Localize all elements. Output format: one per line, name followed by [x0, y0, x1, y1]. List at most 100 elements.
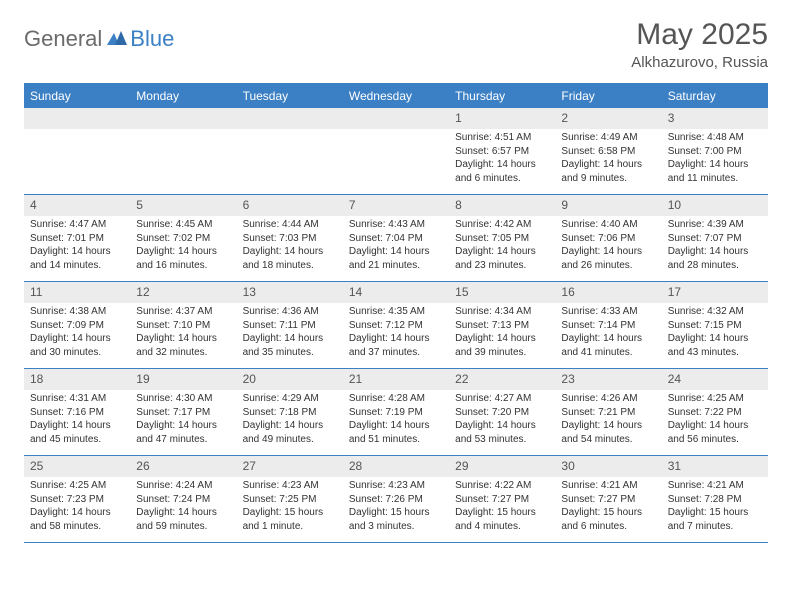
sunset-text: Sunset: 7:28 PM: [668, 493, 762, 507]
week-row: 1Sunrise: 4:51 AMSunset: 6:57 PMDaylight…: [24, 108, 768, 195]
day-number: 13: [237, 282, 343, 303]
day-cell: 20Sunrise: 4:29 AMSunset: 7:18 PMDayligh…: [237, 369, 343, 455]
sunrise-text: Sunrise: 4:21 AM: [668, 479, 762, 493]
daylight-text: Daylight: 14 hours: [561, 158, 655, 172]
day-body: Sunrise: 4:26 AMSunset: 7:21 PMDaylight:…: [555, 392, 661, 450]
title-block: May 2025 Alkhazurovo, Russia: [631, 18, 768, 71]
daylight-text: and 7 minutes.: [668, 520, 762, 534]
daylight-text: and 37 minutes.: [349, 346, 443, 360]
day-body: Sunrise: 4:39 AMSunset: 7:07 PMDaylight:…: [662, 218, 768, 276]
day-number: 9: [555, 195, 661, 216]
sunrise-text: Sunrise: 4:25 AM: [668, 392, 762, 406]
sunrise-text: Sunrise: 4:35 AM: [349, 305, 443, 319]
daylight-text: Daylight: 14 hours: [243, 332, 337, 346]
sunset-text: Sunset: 7:12 PM: [349, 319, 443, 333]
sunset-text: Sunset: 7:27 PM: [455, 493, 549, 507]
daylight-text: and 54 minutes.: [561, 433, 655, 447]
daylight-text: and 49 minutes.: [243, 433, 337, 447]
daylight-text: Daylight: 14 hours: [668, 245, 762, 259]
day-cell: 6Sunrise: 4:44 AMSunset: 7:03 PMDaylight…: [237, 195, 343, 281]
sunrise-text: Sunrise: 4:32 AM: [668, 305, 762, 319]
sunset-text: Sunset: 7:09 PM: [30, 319, 124, 333]
logo-text-general: General: [24, 26, 102, 52]
day-body: Sunrise: 4:38 AMSunset: 7:09 PMDaylight:…: [24, 305, 130, 363]
sunset-text: Sunset: 7:11 PM: [243, 319, 337, 333]
day-number: 5: [130, 195, 236, 216]
sunrise-text: Sunrise: 4:28 AM: [349, 392, 443, 406]
sunset-text: Sunset: 7:02 PM: [136, 232, 230, 246]
daylight-text: and 51 minutes.: [349, 433, 443, 447]
sunset-text: Sunset: 6:58 PM: [561, 145, 655, 159]
day-number: 28: [343, 456, 449, 477]
day-cell: 12Sunrise: 4:37 AMSunset: 7:10 PMDayligh…: [130, 282, 236, 368]
daylight-text: and 39 minutes.: [455, 346, 549, 360]
day-body: Sunrise: 4:36 AMSunset: 7:11 PMDaylight:…: [237, 305, 343, 363]
day-cell: [24, 108, 130, 194]
weekday-tuesday: Tuesday: [237, 85, 343, 108]
daylight-text: and 41 minutes.: [561, 346, 655, 360]
sunset-text: Sunset: 7:10 PM: [136, 319, 230, 333]
sunrise-text: Sunrise: 4:37 AM: [136, 305, 230, 319]
calendar: Sunday Monday Tuesday Wednesday Thursday…: [24, 83, 768, 543]
sunrise-text: Sunrise: 4:40 AM: [561, 218, 655, 232]
sunset-text: Sunset: 7:25 PM: [243, 493, 337, 507]
sunrise-text: Sunrise: 4:39 AM: [668, 218, 762, 232]
day-cell: 8Sunrise: 4:42 AMSunset: 7:05 PMDaylight…: [449, 195, 555, 281]
day-number: 31: [662, 456, 768, 477]
sunset-text: Sunset: 7:13 PM: [455, 319, 549, 333]
day-body: Sunrise: 4:43 AMSunset: 7:04 PMDaylight:…: [343, 218, 449, 276]
day-body: Sunrise: 4:44 AMSunset: 7:03 PMDaylight:…: [237, 218, 343, 276]
day-body: Sunrise: 4:35 AMSunset: 7:12 PMDaylight:…: [343, 305, 449, 363]
weekday-monday: Monday: [130, 85, 236, 108]
day-cell: 13Sunrise: 4:36 AMSunset: 7:11 PMDayligh…: [237, 282, 343, 368]
week-row: 4Sunrise: 4:47 AMSunset: 7:01 PMDaylight…: [24, 195, 768, 282]
daylight-text: Daylight: 14 hours: [455, 158, 549, 172]
day-number: 24: [662, 369, 768, 390]
sunrise-text: Sunrise: 4:21 AM: [561, 479, 655, 493]
sunset-text: Sunset: 7:14 PM: [561, 319, 655, 333]
daylight-text: Daylight: 14 hours: [561, 419, 655, 433]
daylight-text: and 56 minutes.: [668, 433, 762, 447]
day-cell: 26Sunrise: 4:24 AMSunset: 7:24 PMDayligh…: [130, 456, 236, 542]
day-cell: 21Sunrise: 4:28 AMSunset: 7:19 PMDayligh…: [343, 369, 449, 455]
daylight-text: Daylight: 14 hours: [668, 419, 762, 433]
sunset-text: Sunset: 7:16 PM: [30, 406, 124, 420]
daylight-text: Daylight: 14 hours: [30, 332, 124, 346]
sunset-text: Sunset: 7:23 PM: [30, 493, 124, 507]
sunset-text: Sunset: 7:15 PM: [668, 319, 762, 333]
day-cell: 17Sunrise: 4:32 AMSunset: 7:15 PMDayligh…: [662, 282, 768, 368]
day-body: Sunrise: 4:21 AMSunset: 7:28 PMDaylight:…: [662, 479, 768, 537]
sunset-text: Sunset: 7:19 PM: [349, 406, 443, 420]
day-number: 27: [237, 456, 343, 477]
daylight-text: and 58 minutes.: [30, 520, 124, 534]
location-label: Alkhazurovo, Russia: [631, 54, 768, 71]
daylight-text: Daylight: 15 hours: [243, 506, 337, 520]
daylight-text: Daylight: 14 hours: [349, 419, 443, 433]
day-number: 23: [555, 369, 661, 390]
daylight-text: and 14 minutes.: [30, 259, 124, 273]
day-cell: 3Sunrise: 4:48 AMSunset: 7:00 PMDaylight…: [662, 108, 768, 194]
daylight-text: and 9 minutes.: [561, 172, 655, 186]
sunrise-text: Sunrise: 4:43 AM: [349, 218, 443, 232]
daylight-text: and 18 minutes.: [243, 259, 337, 273]
day-cell: 5Sunrise: 4:45 AMSunset: 7:02 PMDaylight…: [130, 195, 236, 281]
sunset-text: Sunset: 7:21 PM: [561, 406, 655, 420]
sunset-text: Sunset: 7:26 PM: [349, 493, 443, 507]
daylight-text: and 3 minutes.: [349, 520, 443, 534]
weekday-sunday: Sunday: [24, 85, 130, 108]
day-cell: 30Sunrise: 4:21 AMSunset: 7:27 PMDayligh…: [555, 456, 661, 542]
daylight-text: and 6 minutes.: [455, 172, 549, 186]
day-number: 25: [24, 456, 130, 477]
day-cell: 4Sunrise: 4:47 AMSunset: 7:01 PMDaylight…: [24, 195, 130, 281]
sunrise-text: Sunrise: 4:23 AM: [349, 479, 443, 493]
sunrise-text: Sunrise: 4:44 AM: [243, 218, 337, 232]
day-cell: [343, 108, 449, 194]
daylight-text: and 53 minutes.: [455, 433, 549, 447]
daylight-text: Daylight: 14 hours: [349, 332, 443, 346]
day-body: Sunrise: 4:34 AMSunset: 7:13 PMDaylight:…: [449, 305, 555, 363]
sunrise-text: Sunrise: 4:23 AM: [243, 479, 337, 493]
day-number: 20: [237, 369, 343, 390]
weekday-saturday: Saturday: [662, 85, 768, 108]
day-body: Sunrise: 4:21 AMSunset: 7:27 PMDaylight:…: [555, 479, 661, 537]
daylight-text: Daylight: 15 hours: [455, 506, 549, 520]
